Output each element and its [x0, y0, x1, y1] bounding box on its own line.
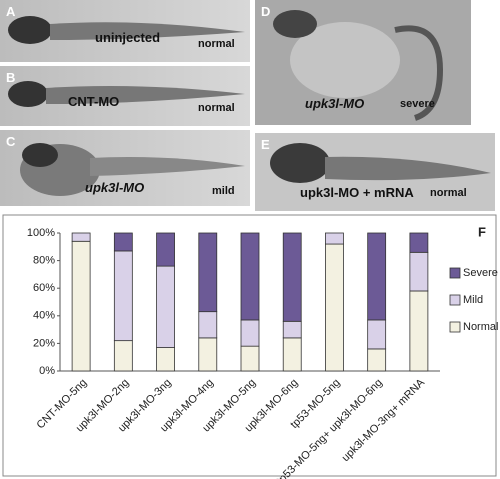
- legend-label: Normal: [463, 321, 498, 333]
- bar-segment: [409, 290, 429, 372]
- bar-segment: [198, 337, 218, 372]
- y-tick-label: 0%: [39, 365, 55, 377]
- photo-panel: C upk3l-MO mild: [0, 130, 250, 206]
- panel-caption: CNT-MO: [68, 94, 120, 109]
- panel-letter: A: [6, 4, 16, 19]
- bar-segment: [156, 265, 175, 348]
- bar-segment: [282, 320, 302, 339]
- y-tick-label: 60%: [33, 282, 55, 294]
- panel-caption: upk3l-MO: [85, 180, 145, 195]
- bar-segment: [240, 345, 260, 372]
- bar-segment: [409, 232, 429, 253]
- bar-segment: [325, 232, 344, 245]
- legend-swatch: [449, 321, 461, 333]
- legend-swatch: [449, 294, 461, 306]
- bar-segment: [367, 319, 387, 350]
- y-tick-label: 20%: [33, 337, 55, 349]
- bar-segment: [156, 232, 175, 267]
- bar-segment: [113, 250, 133, 342]
- y-tick-label: 40%: [33, 310, 55, 322]
- panel-status: normal: [430, 187, 467, 199]
- bar-segment: [113, 232, 133, 252]
- bar-segment: [325, 243, 344, 372]
- panel-status: mild: [212, 185, 235, 197]
- bar-segment: [282, 232, 302, 322]
- bar-segment: [198, 232, 218, 313]
- legend-label: Mild: [463, 294, 483, 306]
- bar-segment: [367, 232, 387, 321]
- bar-segment: [71, 232, 91, 242]
- y-tick-label: 100%: [27, 227, 55, 239]
- bar-segment: [240, 232, 260, 321]
- bar-segment: [71, 240, 91, 372]
- bar-segment: [282, 337, 302, 372]
- legend-label: Severe: [463, 267, 498, 279]
- photo-panel: E upk3l-MO + mRNA normal: [255, 133, 495, 211]
- y-tick-label: 80%: [33, 255, 55, 267]
- panel-letter: C: [6, 134, 16, 149]
- photo-panel: B CNT-MO normal: [0, 66, 250, 126]
- panel-status: normal: [198, 102, 235, 114]
- panel-letter: D: [261, 4, 271, 19]
- bar-segment: [156, 347, 175, 372]
- panel-letter: B: [6, 70, 16, 85]
- panel-status: severe: [400, 98, 435, 110]
- bar-segment: [367, 348, 387, 372]
- legend-swatch: [449, 267, 461, 279]
- bar-segment: [409, 251, 429, 292]
- panel-caption: uninjected: [95, 30, 161, 45]
- bar-segment: [198, 311, 218, 339]
- photo-panel: A uninjected normal: [0, 0, 250, 62]
- photo-panel: D upk3l-MO severe: [255, 0, 471, 125]
- bar-segment: [240, 319, 260, 347]
- panel-caption: upk3l-MO + mRNA: [300, 185, 414, 200]
- panel-status: normal: [198, 38, 235, 50]
- panel-letter: F: [478, 224, 486, 239]
- panel-letter: E: [261, 137, 270, 152]
- bar-segment: [113, 340, 133, 372]
- panel-caption: upk3l-MO: [305, 96, 365, 111]
